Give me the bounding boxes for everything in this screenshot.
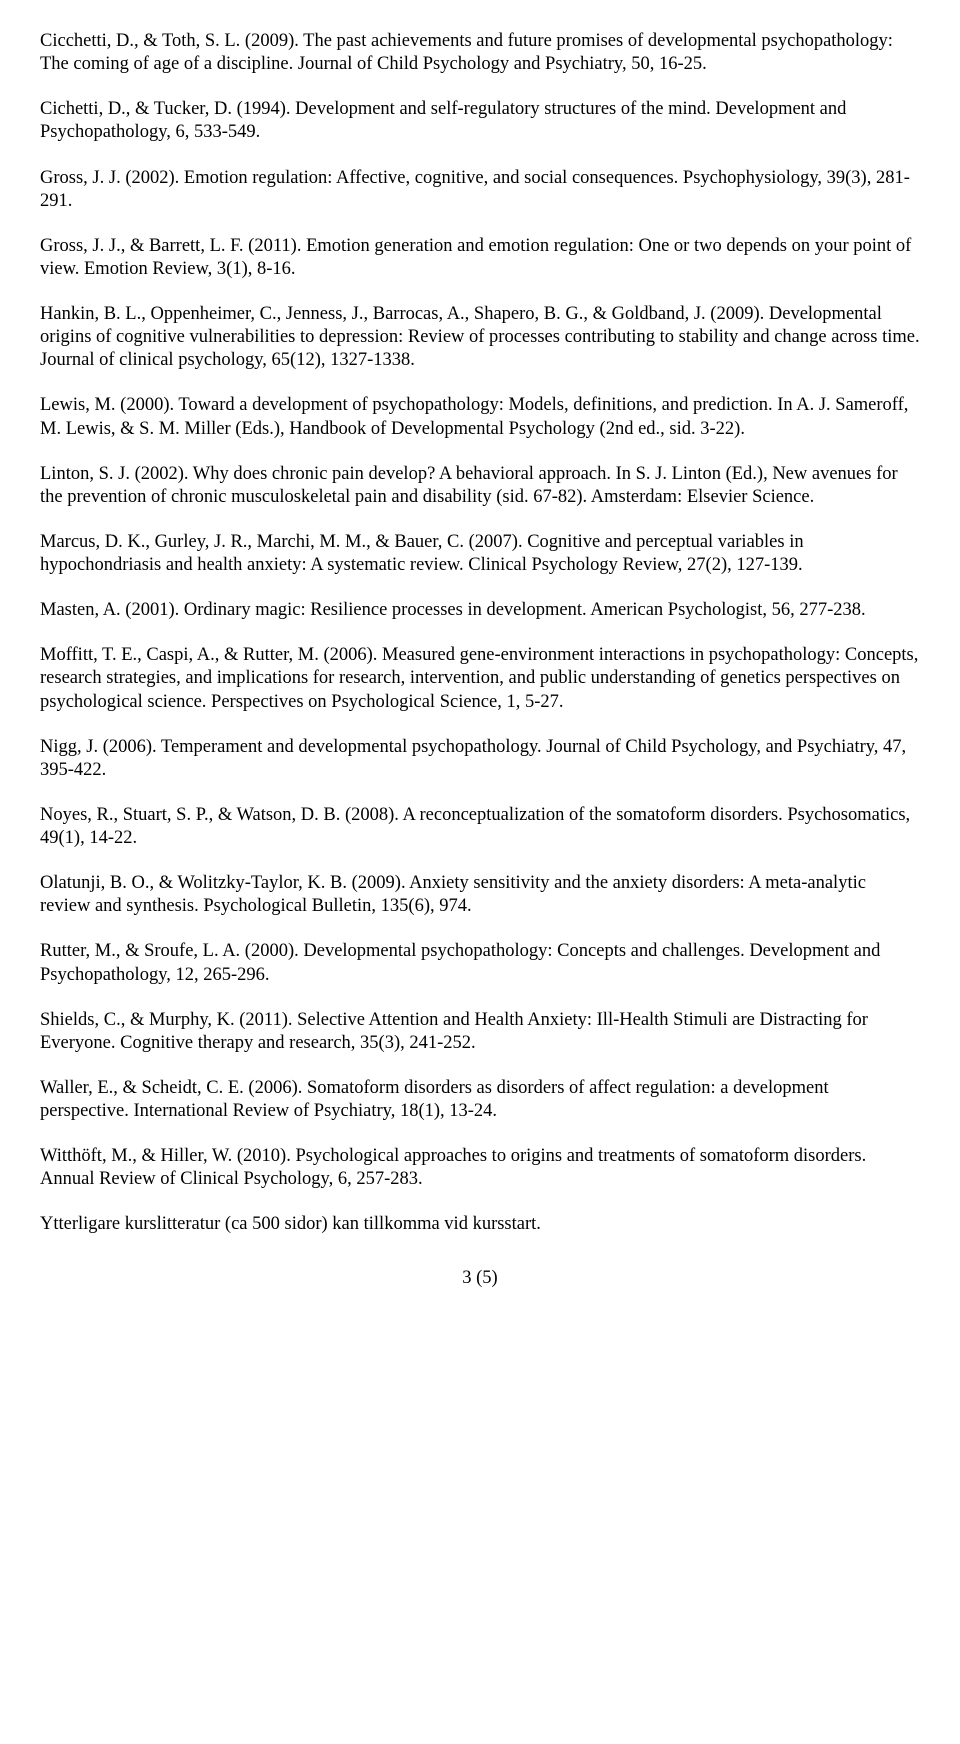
reference-item: Noyes, R., Stuart, S. P., & Watson, D. B… (40, 804, 920, 850)
reference-item: Marcus, D. K., Gurley, J. R., Marchi, M.… (40, 531, 920, 577)
reference-item: Gross, J. J., & Barrett, L. F. (2011). E… (40, 235, 920, 281)
reference-item: Waller, E., & Scheidt, C. E. (2006). Som… (40, 1077, 920, 1123)
reference-item: Olatunji, B. O., & Wolitzky-Taylor, K. B… (40, 872, 920, 918)
reference-item: Shields, C., & Murphy, K. (2011). Select… (40, 1009, 920, 1055)
reference-item: Witthöft, M., & Hiller, W. (2010). Psych… (40, 1145, 920, 1191)
reference-item: Rutter, M., & Sroufe, L. A. (2000). Deve… (40, 940, 920, 986)
reference-item: Hankin, B. L., Oppenheimer, C., Jenness,… (40, 303, 920, 372)
reference-item: Nigg, J. (2006). Temperament and develop… (40, 736, 920, 782)
reference-item: Cichetti, D., & Tucker, D. (1994). Devel… (40, 98, 920, 144)
references-list: Cicchetti, D., & Toth, S. L. (2009). The… (40, 30, 920, 1237)
reference-item: Gross, J. J. (2002). Emotion regulation:… (40, 167, 920, 213)
reference-item: Masten, A. (2001). Ordinary magic: Resil… (40, 599, 920, 622)
reference-item: Lewis, M. (2000). Toward a development o… (40, 394, 920, 440)
reference-item: Cicchetti, D., & Toth, S. L. (2009). The… (40, 30, 920, 76)
page-number: 3 (5) (40, 1267, 920, 1290)
reference-item: Moffitt, T. E., Caspi, A., & Rutter, M. … (40, 644, 920, 713)
reference-item: Ytterligare kurslitteratur (ca 500 sidor… (40, 1213, 920, 1236)
reference-item: Linton, S. J. (2002). Why does chronic p… (40, 463, 920, 509)
